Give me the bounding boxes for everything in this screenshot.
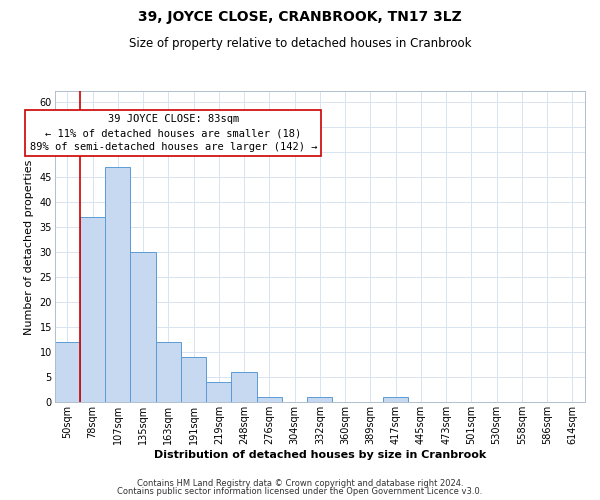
Bar: [206, 382, 232, 402]
Bar: [80, 217, 105, 402]
Text: Size of property relative to detached houses in Cranbrook: Size of property relative to detached ho…: [129, 38, 471, 51]
Bar: [105, 166, 130, 402]
Text: Contains public sector information licensed under the Open Government Licence v3: Contains public sector information licen…: [118, 487, 482, 496]
X-axis label: Distribution of detached houses by size in Cranbrook: Distribution of detached houses by size …: [154, 450, 486, 460]
Y-axis label: Number of detached properties: Number of detached properties: [24, 159, 34, 334]
Bar: [383, 398, 408, 402]
Bar: [155, 342, 181, 402]
Text: 39, JOYCE CLOSE, CRANBROOK, TN17 3LZ: 39, JOYCE CLOSE, CRANBROOK, TN17 3LZ: [138, 10, 462, 24]
Text: Contains HM Land Registry data © Crown copyright and database right 2024.: Contains HM Land Registry data © Crown c…: [137, 478, 463, 488]
Bar: [55, 342, 80, 402]
Bar: [307, 398, 332, 402]
Bar: [257, 398, 282, 402]
Text: 39 JOYCE CLOSE: 83sqm
← 11% of detached houses are smaller (18)
89% of semi-deta: 39 JOYCE CLOSE: 83sqm ← 11% of detached …: [29, 114, 317, 152]
Bar: [130, 252, 155, 402]
Bar: [181, 357, 206, 403]
Bar: [232, 372, 257, 402]
